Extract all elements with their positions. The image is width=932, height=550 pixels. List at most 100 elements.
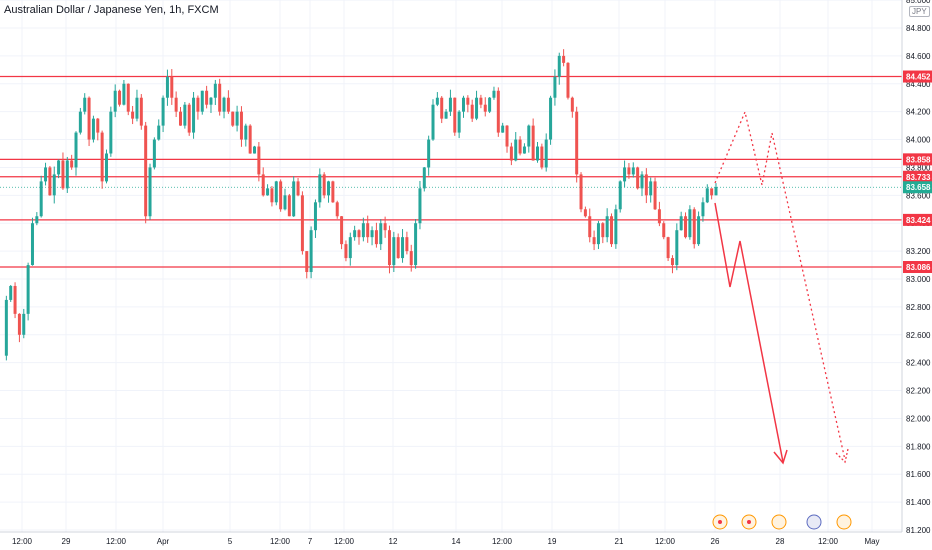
- candle-body: [470, 104, 474, 119]
- candle-body: [283, 195, 287, 210]
- level-price-label: 84.452: [906, 73, 931, 82]
- candle-body: [109, 111, 113, 154]
- candle-body: [139, 97, 143, 126]
- candle-body: [30, 223, 34, 266]
- candle-body: [710, 188, 714, 196]
- candle-body: [383, 223, 387, 231]
- candle-body: [549, 97, 553, 140]
- y-tick-label: 84.400: [906, 80, 931, 89]
- candle-body: [4, 299, 8, 356]
- candle-body: [479, 97, 483, 105]
- candle-body: [631, 167, 635, 175]
- x-tick-label: 12:00: [106, 537, 127, 546]
- candle-body: [596, 223, 600, 245]
- event-markers[interactable]: [712, 514, 852, 530]
- x-tick-label: May: [864, 537, 879, 546]
- candle-body: [488, 97, 492, 112]
- candle-body: [566, 62, 570, 98]
- candle-body: [396, 237, 400, 259]
- level-price-label: 83.733: [906, 173, 931, 182]
- candle-body: [579, 174, 583, 210]
- candle-body: [74, 132, 78, 168]
- candle-body: [305, 251, 309, 273]
- y-tick-label: 81.600: [906, 470, 931, 479]
- candle-body: [52, 174, 56, 196]
- candle-body: [657, 209, 661, 224]
- candle-body: [610, 216, 614, 245]
- event-marker-icon[interactable]: [806, 514, 822, 530]
- candle-body: [357, 230, 361, 238]
- candle-body: [570, 97, 574, 112]
- event-marker-icon: [747, 520, 751, 524]
- candle-body: [614, 209, 618, 245]
- candle-body: [9, 285, 13, 300]
- event-marker-icon[interactable]: [836, 514, 852, 530]
- candle-body: [675, 230, 679, 266]
- candle-body: [313, 202, 317, 231]
- candle-body: [414, 223, 418, 266]
- level-price-tag: [903, 213, 932, 226]
- candle-body: [274, 181, 278, 203]
- candle-body: [714, 186, 718, 196]
- y-tick-label: 83.600: [906, 191, 931, 200]
- event-marker-icon[interactable]: [771, 514, 787, 530]
- x-tick-label: Apr: [157, 537, 170, 546]
- candle-body: [684, 216, 688, 238]
- candle-body: [261, 174, 265, 196]
- candle-body: [623, 167, 627, 182]
- candle-body: [361, 223, 365, 238]
- time-axis[interactable]: 12:00 29 12:00 Apr 5 12:00 7 12:00 12 14 12:00 19 21…: [0, 531, 902, 546]
- candle-body: [387, 230, 391, 266]
- candle-body: [401, 237, 405, 259]
- candle-body: [544, 139, 548, 168]
- candle-body: [48, 167, 52, 196]
- candle-body: [618, 181, 622, 210]
- candle-body: [61, 160, 65, 189]
- candle-body: [152, 139, 156, 168]
- y-tick-label: 85.000: [906, 0, 931, 5]
- candle-body: [601, 223, 605, 238]
- candle-body: [144, 125, 148, 217]
- x-tick-label: 29: [62, 537, 71, 546]
- x-tick-label: 12:00: [270, 537, 291, 546]
- candle-body: [257, 146, 261, 175]
- candle-body: [327, 181, 331, 196]
- candle-body: [44, 167, 48, 182]
- candle-body: [640, 174, 644, 189]
- candle-body: [353, 230, 357, 238]
- x-tick-label: 12:00: [334, 537, 355, 546]
- candle-body: [662, 223, 666, 238]
- candle-body: [126, 83, 130, 112]
- candle-body: [553, 76, 557, 98]
- candle-body: [435, 97, 439, 105]
- candle-body: [235, 111, 239, 126]
- candle-body: [226, 97, 230, 112]
- candle-body: [213, 83, 217, 98]
- x-tick-label: 28: [776, 537, 785, 546]
- level-price-label: 83.858: [906, 155, 931, 164]
- candle-body: [679, 216, 683, 231]
- level-price-tag: [903, 261, 932, 274]
- candle-body: [161, 97, 165, 126]
- candle-body: [509, 146, 513, 161]
- candle-body: [527, 125, 531, 147]
- candle-body: [366, 223, 370, 238]
- candle-body: [192, 97, 196, 133]
- candle-body: [70, 160, 74, 168]
- candle-body: [279, 181, 283, 210]
- candle-body: [218, 83, 222, 112]
- candle-body: [492, 90, 496, 98]
- candle-body: [496, 90, 500, 133]
- projection-arrows: [714, 109, 849, 465]
- projection-dotted-path: [714, 109, 846, 461]
- candle-body: [518, 139, 522, 154]
- candle-body: [344, 244, 348, 259]
- price-axis[interactable]: 85.000 84.800 84.600 84.400 84.200 84.000 83.8…: [901, 0, 932, 535]
- y-tick-label: 84.200: [906, 108, 931, 117]
- candle-body: [370, 230, 374, 238]
- x-tick-label: 12:00: [818, 537, 839, 546]
- y-tick-label: 82.000: [906, 414, 931, 423]
- candle-body: [453, 97, 457, 133]
- projection-dotted-arrowhead: [835, 448, 849, 464]
